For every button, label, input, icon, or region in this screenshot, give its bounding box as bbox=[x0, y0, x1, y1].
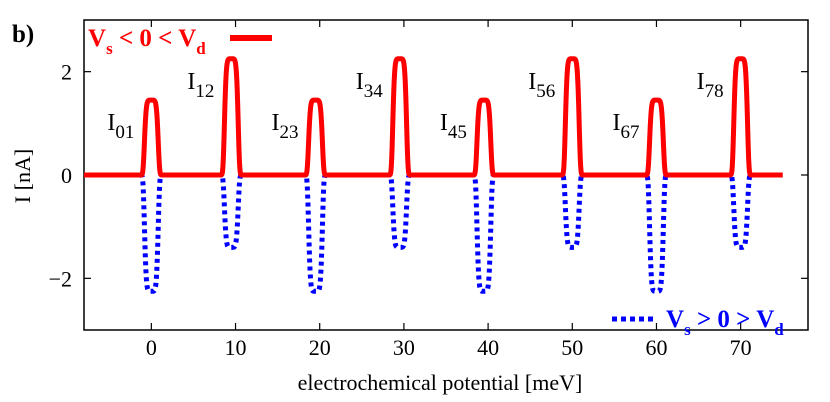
x-tick-label: 50 bbox=[561, 335, 583, 360]
x-tick-label: 30 bbox=[393, 335, 415, 360]
peak-label: I67 bbox=[612, 110, 639, 143]
legend-red-sub2: d bbox=[196, 39, 206, 58]
x-axis-label: electrochemical potential [meV] bbox=[298, 370, 583, 395]
x-tick-label: 0 bbox=[146, 335, 157, 360]
legend-red: Vs < 0 < Vd bbox=[88, 25, 272, 58]
legend-red-sub1: s bbox=[106, 39, 113, 58]
legend-blue-sub2: d bbox=[774, 320, 784, 339]
peak-label: I56 bbox=[528, 69, 555, 102]
peak-label: I34 bbox=[356, 69, 384, 102]
legend-red-main: V bbox=[88, 25, 106, 52]
legend-red-mid: < 0 < V bbox=[113, 25, 197, 52]
x-tick-label: 70 bbox=[730, 335, 752, 360]
legend-blue-mid: > 0 > V bbox=[691, 306, 775, 333]
peak-label: I01 bbox=[107, 110, 134, 143]
legend-blue-main: V bbox=[666, 306, 684, 333]
peak-label: I78 bbox=[697, 69, 724, 102]
panel-label: b) bbox=[12, 21, 34, 48]
svg-text:Vs < 0 < Vd: Vs < 0 < Vd bbox=[88, 25, 206, 58]
y-tick-label: −2 bbox=[49, 266, 72, 291]
legend-blue: Vs > 0 > Vd bbox=[612, 306, 784, 339]
x-tick-label: 60 bbox=[645, 335, 667, 360]
series-vs-positive bbox=[84, 172, 783, 294]
peak-label: I23 bbox=[272, 110, 299, 143]
peak-label: I45 bbox=[440, 110, 467, 143]
x-tick-label: 40 bbox=[477, 335, 499, 360]
peak-labels: I01 I12 I23 I34 I45 I56 I67 I78 bbox=[107, 69, 723, 143]
peak-label: I12 bbox=[187, 69, 214, 102]
y-axis-label: I [nA] bbox=[10, 149, 35, 203]
axes: 0 10 20 30 40 50 60 70 −2 0 2 bbox=[49, 19, 809, 360]
x-tick-label: 10 bbox=[225, 335, 247, 360]
y-tick-label: 2 bbox=[61, 60, 72, 85]
series-line-red bbox=[81, 56, 785, 178]
legend-blue-sub1: s bbox=[684, 320, 691, 339]
x-tick-label: 20 bbox=[309, 335, 331, 360]
y-tick-label: 0 bbox=[61, 163, 72, 188]
series-line-blue bbox=[84, 172, 783, 294]
series-vs-negative bbox=[81, 56, 785, 178]
svg-text:Vs > 0 > Vd: Vs > 0 > Vd bbox=[666, 306, 784, 339]
